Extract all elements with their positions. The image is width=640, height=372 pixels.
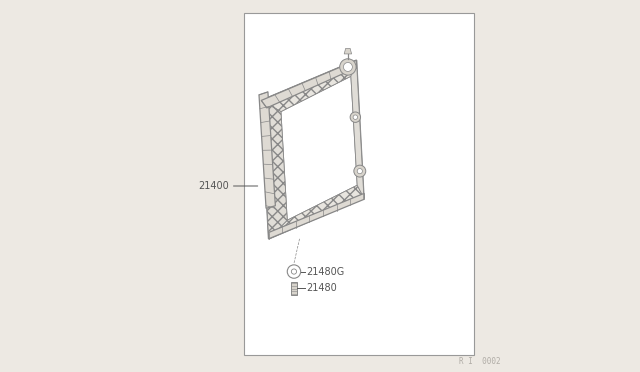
- Circle shape: [350, 112, 360, 122]
- Circle shape: [344, 62, 353, 71]
- Text: R I  0002: R I 0002: [459, 357, 500, 366]
- Polygon shape: [259, 92, 275, 208]
- Polygon shape: [261, 60, 356, 112]
- Polygon shape: [261, 60, 356, 108]
- Circle shape: [357, 169, 362, 174]
- Polygon shape: [269, 193, 364, 239]
- Bar: [244, 13, 474, 355]
- Circle shape: [291, 269, 296, 274]
- Circle shape: [353, 115, 358, 119]
- Polygon shape: [281, 76, 357, 220]
- Polygon shape: [291, 282, 298, 295]
- Text: 21400: 21400: [198, 181, 229, 191]
- Text: 21480G: 21480G: [306, 267, 344, 276]
- Polygon shape: [344, 48, 351, 54]
- Circle shape: [354, 165, 365, 177]
- Text: 21480: 21480: [306, 283, 337, 293]
- Polygon shape: [261, 60, 364, 239]
- Polygon shape: [269, 185, 364, 239]
- Polygon shape: [261, 100, 287, 239]
- Polygon shape: [351, 60, 364, 198]
- Circle shape: [287, 265, 301, 278]
- Circle shape: [340, 59, 356, 75]
